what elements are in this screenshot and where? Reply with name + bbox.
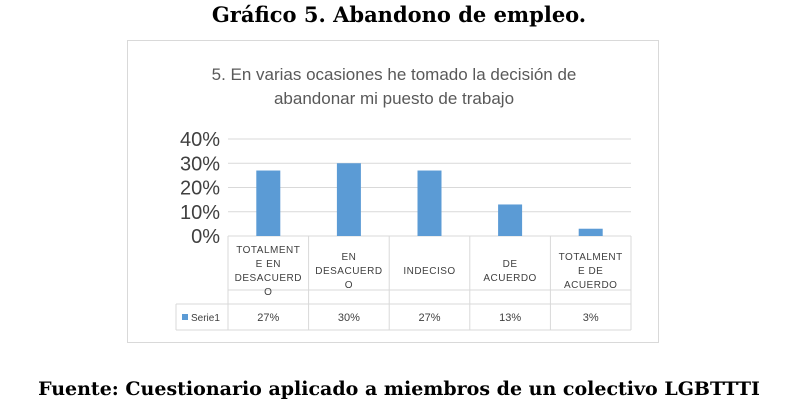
data-label: 13% xyxy=(499,312,521,324)
x-category-label: E EN xyxy=(256,259,281,270)
y-tick-label: 0% xyxy=(191,226,220,248)
bar xyxy=(578,228,603,236)
source-note: Fuente: Cuestionario aplicado a miembros… xyxy=(38,378,760,400)
figure-heading: Gráfico 5. Abandono de empleo. xyxy=(211,2,587,27)
chart-title-line-2: abandonar mi puesto de trabajo xyxy=(273,89,515,108)
bar xyxy=(498,204,523,236)
chart-title-line-1: 5. En varias ocasiones he tomado la deci… xyxy=(211,65,577,84)
data-label: 30% xyxy=(338,312,360,324)
x-category-label: ACUERDO xyxy=(483,273,537,284)
data-label: 3% xyxy=(583,312,599,324)
x-category-label: ACUERDO xyxy=(564,280,618,291)
x-category-label: EN xyxy=(341,252,356,263)
x-category-label: O xyxy=(264,287,272,298)
y-tick-label: 40% xyxy=(180,129,220,151)
data-label: 27% xyxy=(257,312,279,324)
bar xyxy=(417,170,442,236)
x-category-label: DESACUERD xyxy=(235,273,302,284)
chart-area: 5. En varias ocasiones he tomado la deci… xyxy=(127,40,659,343)
y-tick-label: 30% xyxy=(180,153,220,175)
y-tick-label: 20% xyxy=(180,178,220,200)
x-category-label: DESACUERD xyxy=(315,266,382,277)
x-category-label: O xyxy=(345,280,353,291)
x-category-label: E DE xyxy=(578,266,603,277)
x-category-label: INDECISO xyxy=(403,266,455,277)
legend-series-name: Serie1 xyxy=(191,313,220,324)
y-tick-label: 10% xyxy=(180,202,220,224)
data-label: 27% xyxy=(418,312,440,324)
x-category-label: TOTALMENT xyxy=(559,252,623,263)
x-category-label: DE xyxy=(503,259,518,270)
legend-key xyxy=(182,314,188,320)
bar xyxy=(336,163,361,236)
x-category-label: TOTALMENT xyxy=(236,245,300,256)
bar xyxy=(256,170,281,236)
chart-title: 5. En varias ocasiones he tomado la deci… xyxy=(128,63,660,111)
